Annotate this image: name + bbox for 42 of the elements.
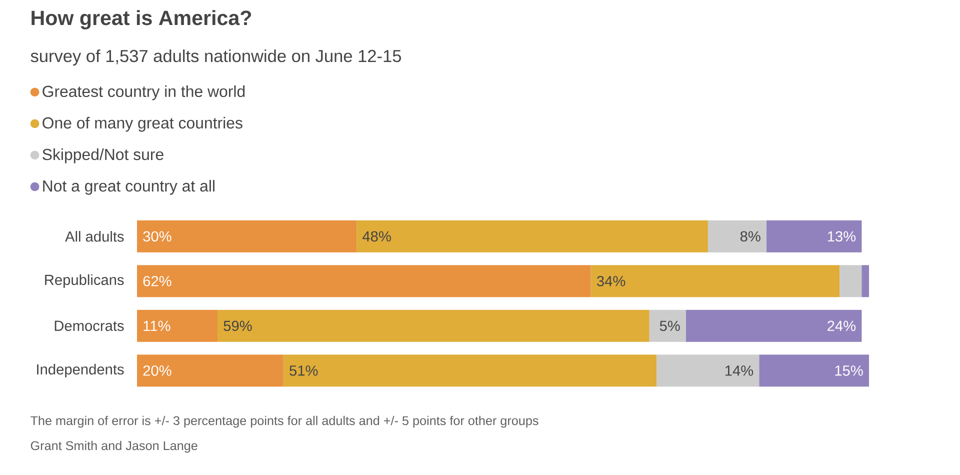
data-label: 30%	[143, 231, 172, 242]
data-label: 59%	[224, 320, 252, 332]
bar	[686, 310, 862, 342]
data-label: 14%	[725, 366, 754, 376]
chart-subtitle: survey of 1,537 adults nationwide on June 12-15	[30, 49, 401, 66]
bar	[137, 220, 357, 252]
bar	[708, 220, 767, 252]
data-label: 51%	[290, 366, 318, 376]
bar	[137, 265, 591, 298]
legend-label: One of many great countries	[42, 116, 242, 132]
bar	[649, 310, 686, 342]
bar	[137, 354, 284, 387]
data-label: 20%	[143, 365, 172, 376]
bar	[759, 354, 870, 387]
legend-label: Not a great country at all	[43, 180, 214, 195]
bar	[840, 265, 862, 298]
legend-label: Greatest country in the world	[42, 85, 245, 100]
y-tick-label: Republicans	[45, 274, 124, 288]
data-label: 5%	[660, 320, 680, 332]
text: The margin of error is +/- 3 percentage points for all adults and +/- 5 points for other groups	[30, 416, 538, 428]
data-label: 24%	[828, 320, 856, 332]
bar	[862, 265, 870, 298]
bar	[656, 354, 760, 387]
data-label: 8%	[740, 231, 760, 242]
chart-title: How great is America?	[32, 10, 252, 30]
text: Grant Smith and Jason Lange	[30, 440, 198, 453]
bar	[590, 265, 840, 298]
bar	[218, 310, 650, 342]
legend-label: Skipped/Not sure	[42, 148, 164, 164]
y-tick-label: All adults	[65, 231, 124, 242]
data-label: 48%	[362, 231, 391, 242]
data-label: 15%	[835, 366, 863, 376]
data-label: 34%	[597, 276, 626, 286]
data-label: 11%	[144, 320, 170, 331]
bar	[766, 220, 862, 252]
data-label: 13%	[828, 231, 856, 242]
bar	[283, 354, 657, 387]
bar	[356, 220, 708, 252]
data-label: 62%	[143, 276, 172, 286]
bar	[137, 310, 218, 342]
y-tick-label: Democrats	[54, 320, 124, 331]
y-tick-label: Independents	[37, 364, 124, 378]
